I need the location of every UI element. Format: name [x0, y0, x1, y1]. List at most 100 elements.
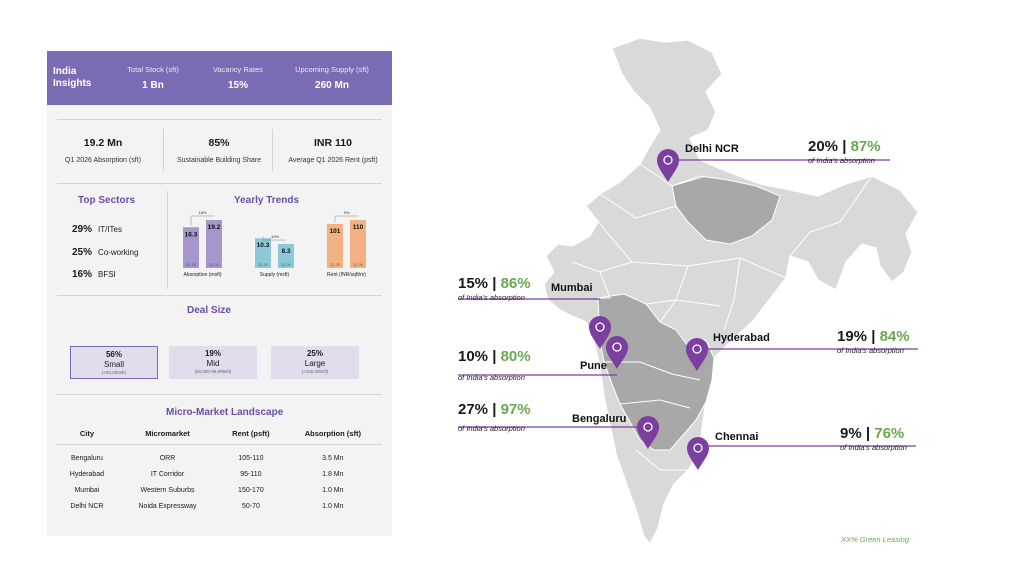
trend-bar-value: 101 — [330, 228, 341, 235]
table-cell: 3.5 Mn — [322, 455, 344, 463]
sector-item: 29% IT/ITes — [72, 224, 122, 235]
kpi-label: Sustainable Building Share — [176, 157, 262, 164]
trend-bar-period: Q1 26 — [281, 263, 291, 267]
deal-label: Mid — [206, 359, 220, 368]
table-cell: ORR — [159, 455, 176, 463]
trend-bar-period: Q1 26 — [353, 263, 363, 267]
stat-note: of India's absorption — [840, 443, 907, 452]
trend-bar — [327, 223, 343, 268]
trend-bar — [255, 238, 271, 268]
sector-pct: 16% — [72, 269, 93, 280]
kpi-label: Average Q1 2026 Rent (psft) — [288, 157, 378, 164]
absorption-share: 20% — [808, 138, 839, 155]
green-share: 84% — [879, 328, 910, 345]
banner-stat-label: Vacancy Rates — [213, 65, 263, 74]
table-cell: 50-70 — [241, 503, 260, 510]
table-cell: Delhi NCR — [70, 503, 104, 510]
trend-change-bracket — [190, 215, 214, 226]
region-shading-south — [597, 293, 715, 451]
trend-bar — [278, 244, 294, 268]
trend-bar-value: 10.3 — [257, 242, 270, 249]
callout-lines — [458, 159, 918, 447]
banner-stat-vacancy: Vacancy Rates 15% — [210, 65, 266, 91]
table-row: Hyderabad IT Corridor 95-110 1.8 Mn — [57, 467, 382, 483]
deal-range: (50,000-99,999sft) — [194, 369, 232, 374]
city-label-mumbai: Mumbai — [551, 282, 593, 294]
deal-size-mid: 19% Mid (50,000-99,999sft) — [169, 346, 257, 379]
city-label-hyderabad: Hyderabad — [713, 332, 770, 344]
trend-change-bracket — [262, 236, 286, 241]
trend-bar-period: Q1 25 — [258, 263, 268, 267]
pin-bengaluru — [637, 416, 659, 449]
trend-group-label: Absorption (msft) — [183, 272, 221, 278]
column-header: Rent (psft) — [218, 425, 284, 445]
trend-change-label: 18% — [198, 210, 206, 215]
map-pins — [589, 149, 709, 470]
absorption-share: 15% — [458, 275, 489, 292]
sector-item: 16% BFSI — [72, 269, 116, 280]
kpi-absorption: 19.2 Mn Q1 2026 Absorption (sft) — [51, 137, 155, 164]
table-row: Bengaluru ORR 105-110 3.5 Mn — [57, 445, 382, 467]
table-cell: 1.8 Mn — [322, 471, 344, 478]
table-cell: 1.0 Mn — [322, 503, 344, 510]
deal-range: (<50,000sft) — [101, 370, 127, 375]
table-row: Delhi NCR Noida Expressway 50-70 1.0 Mn — [57, 499, 382, 515]
state-borders — [571, 163, 873, 471]
table-cell: Mumbai — [74, 487, 100, 494]
trend-group-label: Rent (INR/sqft/m) — [327, 272, 366, 278]
sector-pct: 25% — [72, 247, 93, 258]
stat-note: of India's absorption — [458, 373, 525, 382]
table-cell: 95-110 — [240, 471, 262, 478]
table-cell: 105-110 — [238, 455, 264, 463]
table-row: Mumbai Western Suburbs 150-170 1.0 Mn — [57, 483, 382, 499]
stat-delhi-ncr: 20% | 87% of India's absorption — [808, 138, 881, 165]
pin-delhi-ncr — [657, 149, 679, 182]
banner-stat-value: 1 Bn — [142, 80, 164, 91]
stat-bengaluru: 27% | 97% of India's absorption — [458, 401, 531, 433]
city-label-pune: Pune — [580, 360, 607, 372]
banner-title: India Insights — [53, 66, 92, 89]
trend-bar — [183, 227, 199, 268]
india-outline — [543, 37, 919, 546]
table-cell: Western Suburbs — [140, 487, 195, 494]
table-cell: Noida Expressway — [138, 503, 197, 510]
trend-bar-value: 19.2 — [208, 224, 221, 231]
city-label-bengaluru: Bengaluru — [572, 413, 627, 425]
kpi-average-rent: INR 110 Average Q1 2026 Rent (psft) — [281, 137, 385, 164]
deal-label: Small — [103, 360, 124, 369]
deal-pct: 19% — [204, 349, 221, 358]
kpi-value: 85% — [208, 137, 230, 149]
deal-size-title: Deal Size — [187, 305, 231, 316]
trend-bar-period: Q1 25 — [186, 263, 196, 267]
kpi-value: 19.2 Mn — [83, 137, 123, 149]
kpi-sustainable-share: 85% Sustainable Building Share — [167, 137, 271, 164]
deal-pct: 56% — [105, 350, 122, 359]
sector-name: Co-working — [98, 248, 139, 257]
absorption-share: 19% — [837, 328, 868, 345]
pin-hyderabad — [686, 338, 708, 371]
stat-note: of India's absorption — [837, 346, 904, 355]
absorption-share: 10% — [458, 348, 489, 365]
divider — [57, 394, 382, 395]
stat-hyderabad: 19% | 84% of India's absorption — [837, 328, 910, 355]
trend-bar-period: Q1 26 — [209, 263, 219, 267]
banner-stat-upcoming-supply: Upcoming Supply (sft) 260 Mn — [292, 65, 372, 91]
yearly-trends-title: Yearly Trends — [234, 195, 300, 206]
table-cell: Bengaluru — [70, 455, 103, 463]
table-cell: 150-170 — [238, 487, 264, 494]
green-share: 97% — [500, 401, 531, 418]
green-share: 87% — [850, 138, 881, 155]
absorption-share: 9% — [840, 425, 862, 442]
trend-bar-period: Q1 25 — [330, 263, 340, 267]
trend-bar-value: 16.3 — [185, 231, 198, 238]
stat-note: of India's absorption — [808, 156, 875, 165]
divider — [57, 295, 382, 296]
stat-chennai: 9% | 76% of India's absorption — [840, 425, 907, 452]
trend-group-label: Supply (msft) — [260, 272, 290, 278]
banner-stat-value: 260 Mn — [315, 80, 349, 91]
deal-size-large: 25% Large (>100,000sft) — [271, 346, 359, 379]
table-cell: IT Corridor — [150, 471, 185, 478]
trend-bar-value: 110 — [353, 224, 364, 231]
stat-note: of India's absorption — [458, 293, 525, 302]
